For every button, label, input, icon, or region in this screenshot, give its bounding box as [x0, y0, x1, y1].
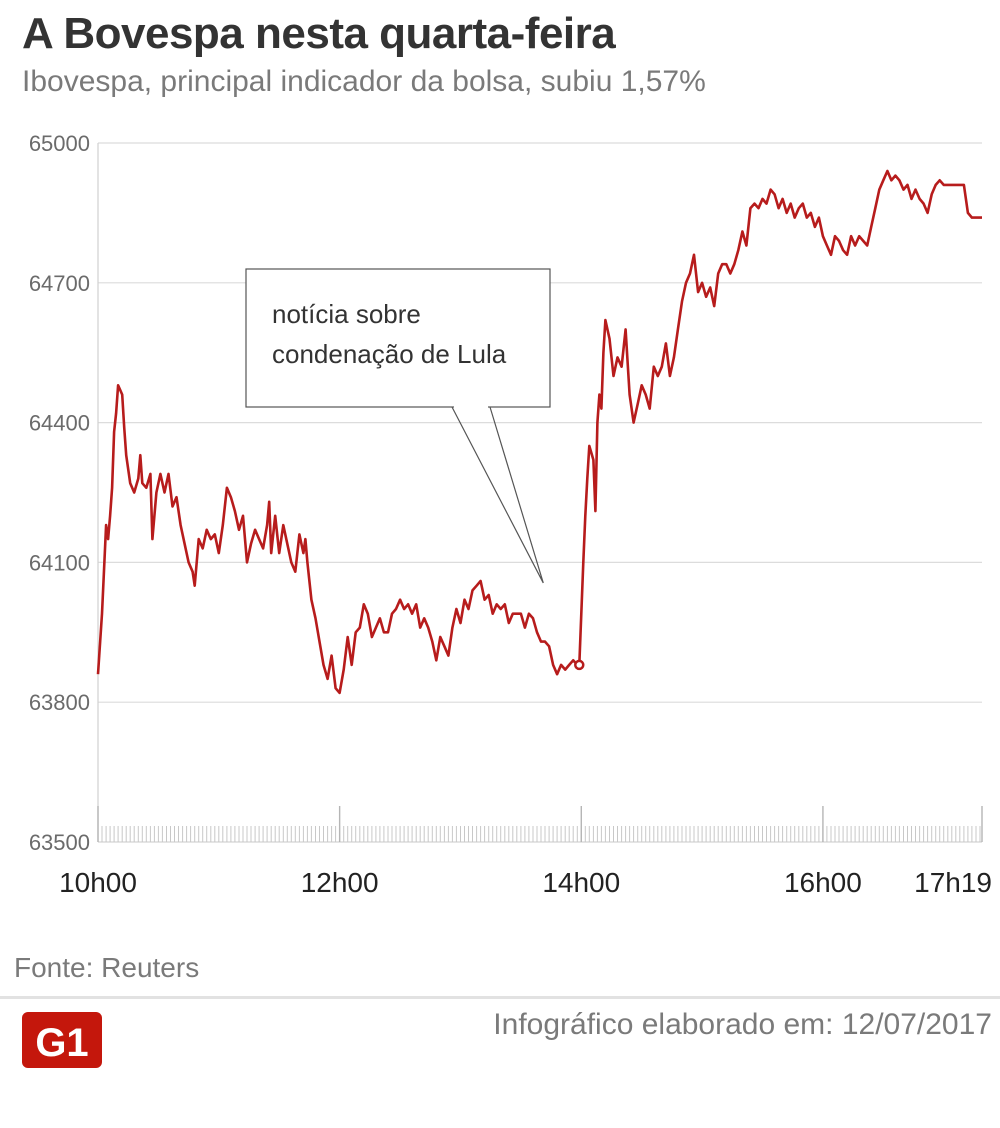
y-tick-label-65000: 65000	[29, 131, 90, 156]
g1-logo: G1	[22, 1012, 102, 1068]
footer-divider	[0, 996, 1000, 999]
logo-background	[22, 1012, 102, 1068]
logo-lettering: G1	[35, 1021, 88, 1065]
y-tick-label-63800: 63800	[29, 690, 90, 715]
y-tick-label-64700: 64700	[29, 271, 90, 296]
y-tick-label-63500: 63500	[29, 830, 90, 855]
x-axis: 10h00 12h00 14h00 16h00 17h19	[59, 806, 992, 898]
line-chart: 65000 64700 64400 64100 63800 63500 10h00 12h0…	[29, 131, 992, 898]
credit-note: Infográfico elaborado em: 12/07/2017	[493, 1008, 992, 1041]
x-tick-label-12h00: 12h00	[301, 867, 379, 898]
y-axis: 65000 64700 64400 64100 63800 63500	[29, 131, 90, 855]
ibovespa-line	[96, 169, 982, 695]
x-tick-label-16h00: 16h00	[784, 867, 862, 898]
event-marker	[574, 659, 585, 671]
x-minor-ticks	[97, 826, 982, 843]
callout-text-line-2: condenação de Lula	[272, 339, 507, 369]
callout-box	[245, 268, 551, 408]
callout-pointer	[451, 406, 544, 584]
minor-tick-marks	[97, 826, 981, 842]
annotation-callout: notícia sobre condenação de Lula	[245, 268, 551, 584]
x-tick-label-10h00: 10h00	[59, 867, 137, 898]
source-note: Fonte: Reuters	[14, 952, 200, 983]
grid-lines	[97, 142, 982, 842]
y-tick-label-64400: 64400	[29, 411, 90, 436]
chart-subtitle: Ibovespa, principal indicador da bolsa, …	[22, 65, 706, 98]
chart-title: A Bovespa nesta quarta-feira	[22, 9, 616, 58]
x-tick-label-17h19: 17h19	[914, 867, 992, 898]
callout-text-line-1: notícia sobre	[272, 299, 421, 329]
x-tick-label-14h00: 14h00	[542, 867, 620, 898]
y-tick-label-64100: 64100	[29, 550, 90, 575]
